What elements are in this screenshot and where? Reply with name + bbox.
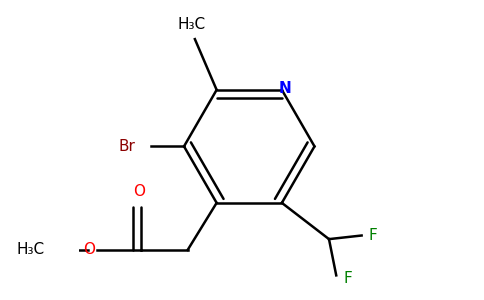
Text: O: O (83, 242, 95, 257)
Text: O: O (133, 184, 145, 199)
Text: H₃C: H₃C (16, 242, 45, 257)
Text: F: F (369, 228, 378, 243)
Text: H₃C: H₃C (177, 17, 205, 32)
Text: N: N (279, 81, 292, 96)
Text: Br: Br (118, 139, 135, 154)
Text: F: F (344, 272, 352, 286)
